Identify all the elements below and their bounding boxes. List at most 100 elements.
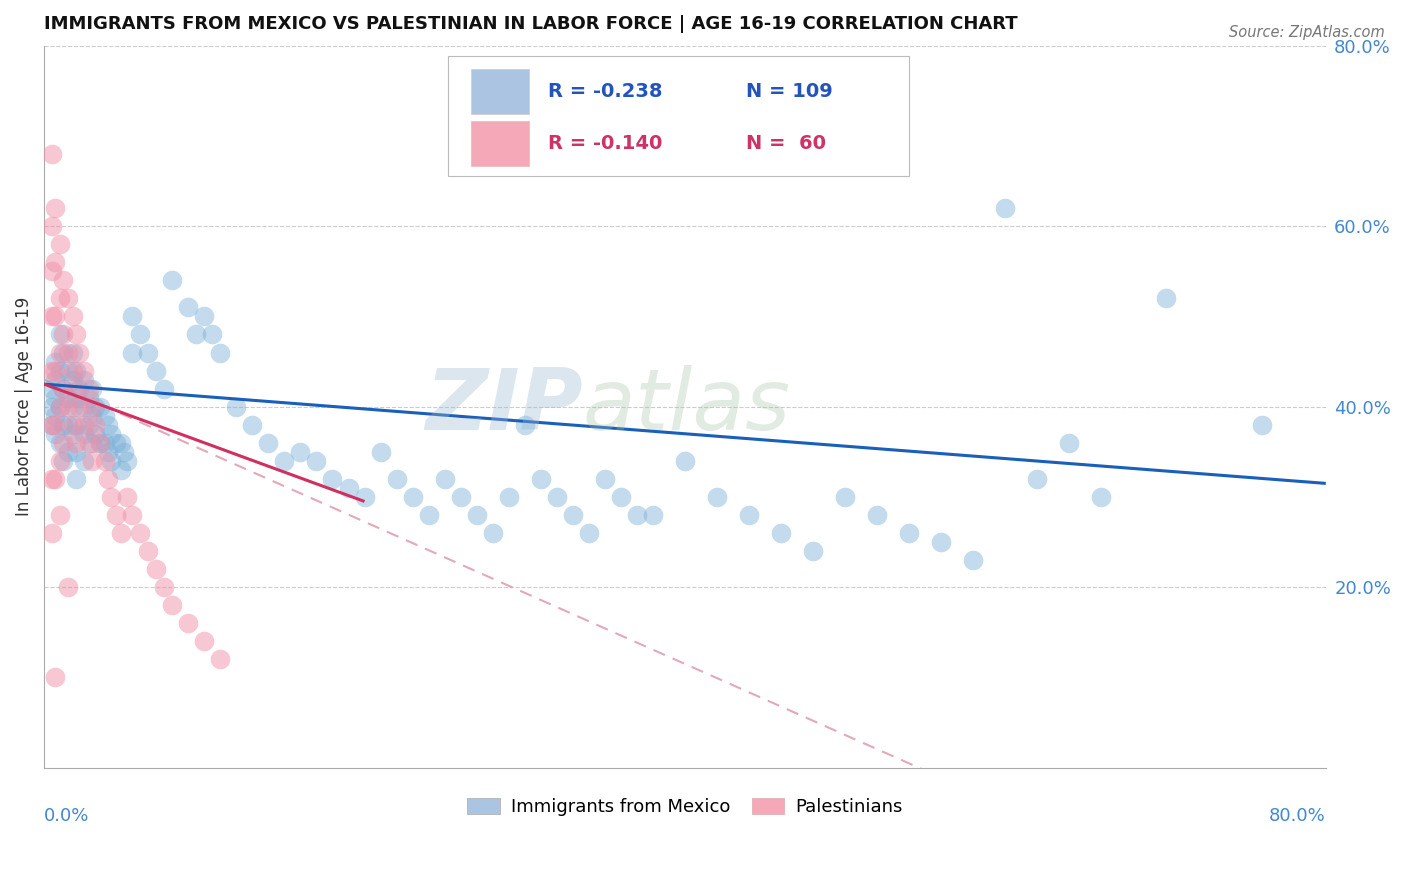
Text: 80.0%: 80.0% [1270, 807, 1326, 825]
Point [193, 634, 215, 648]
Point [56, 345, 79, 359]
Point [52, 327, 75, 342]
Point [100, 454, 122, 468]
Point [530, 472, 553, 486]
Point [110, 463, 132, 477]
Point [593, 472, 616, 486]
FancyBboxPatch shape [471, 121, 529, 166]
Point [52, 454, 75, 468]
Point [44, 373, 66, 387]
Point [82, 409, 104, 423]
Point [738, 508, 761, 522]
Point [153, 580, 176, 594]
Point [1026, 472, 1049, 486]
Point [100, 426, 122, 441]
Point [44, 670, 66, 684]
Point [65, 391, 87, 405]
Point [82, 400, 104, 414]
Point [67, 400, 90, 414]
Point [65, 445, 87, 459]
Text: atlas: atlas [582, 365, 790, 448]
Point [56, 391, 79, 405]
Point [82, 382, 104, 396]
Point [578, 526, 600, 541]
Point [561, 508, 583, 522]
Text: R = -0.238: R = -0.238 [548, 82, 662, 102]
FancyBboxPatch shape [471, 70, 529, 114]
Point [177, 616, 200, 631]
Point [73, 373, 96, 387]
Point [465, 508, 488, 522]
Point [193, 310, 215, 324]
Point [201, 327, 224, 342]
Point [62, 426, 84, 441]
Point [49, 400, 72, 414]
Point [273, 454, 295, 468]
Point [41, 400, 63, 414]
Point [112, 445, 135, 459]
Point [65, 327, 87, 342]
Point [110, 526, 132, 541]
Point [49, 435, 72, 450]
Point [62, 417, 84, 432]
Point [73, 363, 96, 377]
Point [44, 363, 66, 377]
Point [52, 273, 75, 287]
Point [49, 237, 72, 252]
Point [353, 490, 375, 504]
Point [77, 435, 100, 450]
Point [97, 472, 120, 486]
Point [62, 363, 84, 377]
Point [418, 508, 440, 522]
Point [49, 327, 72, 342]
Point [52, 417, 75, 432]
Point [49, 508, 72, 522]
Point [706, 490, 728, 504]
Point [67, 345, 90, 359]
Point [52, 435, 75, 450]
Point [97, 445, 120, 459]
Point [89, 400, 111, 414]
Point [136, 544, 159, 558]
Point [44, 201, 66, 215]
Point [65, 435, 87, 450]
Point [546, 490, 568, 504]
Point [56, 580, 79, 594]
Text: IMMIGRANTS FROM MEXICO VS PALESTINIAN IN LABOR FORCE | AGE 16-19 CORRELATION CHA: IMMIGRANTS FROM MEXICO VS PALESTINIAN IN… [44, 15, 1018, 33]
FancyBboxPatch shape [449, 56, 910, 176]
Point [962, 553, 984, 567]
Point [52, 382, 75, 396]
Point [433, 472, 456, 486]
Point [153, 382, 176, 396]
Point [44, 417, 66, 432]
Point [110, 435, 132, 450]
Point [105, 508, 128, 522]
Point [44, 310, 66, 324]
Point [1250, 417, 1272, 432]
Point [44, 426, 66, 441]
Point [65, 363, 87, 377]
Point [290, 445, 312, 459]
Point [994, 201, 1017, 215]
Point [41, 147, 63, 161]
Text: Source: ZipAtlas.com: Source: ZipAtlas.com [1229, 25, 1385, 40]
Point [49, 345, 72, 359]
Point [52, 382, 75, 396]
Point [498, 490, 520, 504]
Point [121, 345, 143, 359]
Point [49, 292, 72, 306]
Point [610, 490, 633, 504]
Point [44, 472, 66, 486]
Point [65, 472, 87, 486]
Point [62, 373, 84, 387]
Point [84, 426, 107, 441]
Legend: Immigrants from Mexico, Palestinians: Immigrants from Mexico, Palestinians [460, 791, 910, 823]
Point [145, 562, 167, 576]
Point [1154, 292, 1177, 306]
Text: ZIP: ZIP [425, 365, 582, 448]
Point [56, 400, 79, 414]
Point [41, 310, 63, 324]
Point [401, 490, 423, 504]
Point [56, 445, 79, 459]
Point [65, 382, 87, 396]
